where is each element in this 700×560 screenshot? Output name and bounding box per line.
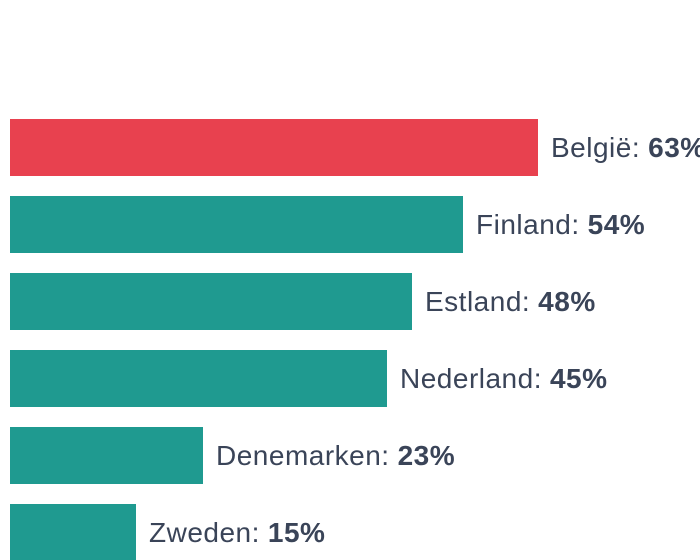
bar-row-nederland: Nederland: 45%: [10, 350, 700, 407]
bar-row-belgie: België: 63%: [10, 119, 700, 176]
bar-zweden: [10, 504, 136, 560]
value-label: 54%: [587, 208, 646, 240]
bar-label-estland: Estland: 48%: [425, 286, 596, 318]
category-label: Finland:: [476, 208, 580, 240]
value-label: 63%: [648, 131, 700, 163]
bar-nederland: [10, 350, 387, 407]
bar-rows: België: 63% Finland: 54% Estland: 48% Neder…: [10, 119, 700, 560]
bar-row-estland: Estland: 48%: [10, 273, 700, 330]
bar-row-finland: Finland: 54%: [10, 196, 700, 253]
chart-title-space: [0, 0, 700, 119]
bar-finland: [10, 196, 463, 253]
value-label: 48%: [538, 285, 596, 317]
bar-denemarken: [10, 427, 203, 484]
value-label: 23%: [397, 439, 456, 471]
bar-belgie: [10, 119, 538, 176]
value-label: 45%: [549, 362, 608, 394]
bar-label-belgie: België: 63%: [551, 132, 700, 164]
category-label: Nederland:: [400, 362, 542, 394]
bar-label-nederland: Nederland: 45%: [400, 363, 608, 395]
bar-label-zweden: Zweden: 15%: [149, 517, 325, 549]
bar-row-zweden: Zweden: 15%: [10, 504, 700, 560]
bar-row-denemarken: Denemarken: 23%: [10, 427, 700, 484]
category-label: België:: [551, 131, 641, 163]
category-label: Zweden:: [149, 516, 260, 548]
value-label: 15%: [267, 516, 326, 548]
bar-label-finland: Finland: 54%: [476, 209, 645, 241]
bar-estland: [10, 273, 412, 330]
bar-label-denemarken: Denemarken: 23%: [216, 440, 455, 472]
category-label: Denemarken:: [216, 439, 390, 471]
category-label: Estland:: [425, 285, 531, 317]
